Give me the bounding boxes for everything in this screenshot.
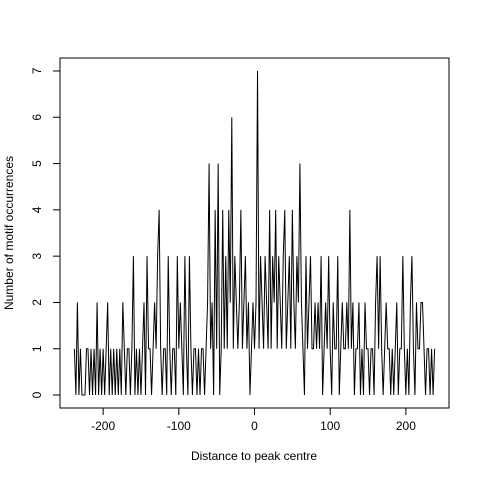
y-tick-label: 4 [30, 206, 44, 213]
plot-box [59, 57, 450, 409]
y-tick-label: 7 [30, 67, 44, 74]
x-tick-label: 100 [320, 419, 340, 433]
x-tick-label: 200 [396, 419, 416, 433]
data-line [73, 70, 436, 396]
x-tick-label: -100 [167, 419, 191, 433]
x-tick-label: 0 [251, 419, 258, 433]
x-axis-label: Distance to peak centre [191, 449, 317, 463]
y-tick-label: 3 [30, 252, 44, 259]
y-tick-label: 6 [30, 114, 44, 121]
y-tick-label: 0 [30, 391, 44, 398]
y-tick-label: 5 [30, 160, 44, 167]
y-axis-label: Number of motif occurrences [2, 156, 16, 310]
x-tick-label: -200 [91, 419, 115, 433]
y-tick-label: 2 [30, 299, 44, 306]
y-tick-label: 1 [30, 345, 44, 352]
